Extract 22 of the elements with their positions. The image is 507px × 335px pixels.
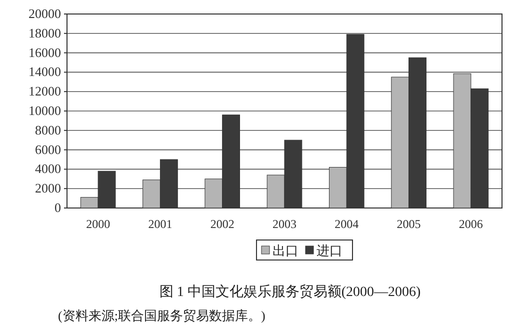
y-tick-label: 12000	[28, 84, 61, 99]
x-tick-label: 2004	[334, 217, 359, 231]
y-tick-label: 4000	[35, 161, 61, 176]
x-tick-label: 2001	[148, 217, 172, 231]
x-tick-label: 2005	[396, 217, 421, 231]
x-tick-label: 2003	[272, 217, 296, 231]
y-tick-label: 14000	[28, 64, 61, 80]
text: 图 1 中国文化娱乐服务贸易额(2000—2006)	[159, 284, 421, 300]
legend-label: 进口	[316, 243, 342, 258]
y-tick-label: 2000	[35, 180, 61, 196]
x-tick-label: 2002	[210, 217, 234, 231]
y-tick-label: 8000	[35, 122, 61, 138]
y-tick-label: 6000	[35, 142, 61, 157]
x-tick-label: 2006	[458, 217, 483, 231]
y-tick-label: 18000	[28, 25, 61, 40]
y-tick-label: 20000	[28, 6, 61, 21]
y-tick-label: 16000	[28, 44, 61, 60]
text: (资料来源;联合国服务贸易数据库。)	[58, 308, 266, 323]
x-tick-label: 2000	[86, 217, 110, 231]
y-tick-label: 0	[54, 200, 61, 215]
legend-label: 出口	[272, 243, 298, 258]
y-tick-label: 10000	[28, 103, 61, 118]
